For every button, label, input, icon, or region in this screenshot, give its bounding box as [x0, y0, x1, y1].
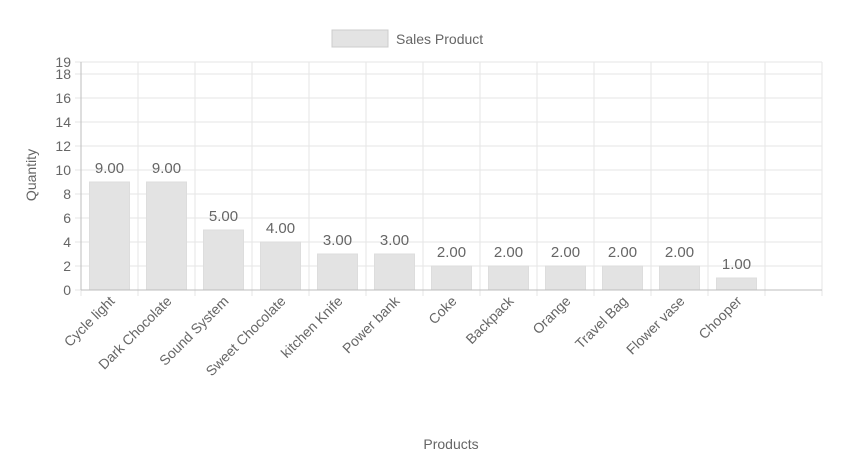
y-tick-label: 4	[63, 234, 71, 250]
x-tick-label: Power bank	[339, 292, 403, 356]
axes	[80, 62, 822, 291]
y-tick-label: 2	[63, 258, 71, 274]
x-tick-label: Orange	[529, 293, 573, 337]
bar	[146, 181, 187, 291]
x-tick-label: Travel Bag	[572, 293, 631, 352]
y-tick-label: 8	[63, 186, 71, 202]
bar	[602, 265, 643, 291]
y-tick-label: 19	[55, 54, 71, 70]
x-tick-label: Flower vase	[623, 293, 688, 358]
x-tick-label: Coke	[425, 293, 460, 328]
bar	[260, 241, 301, 291]
y-tick-label: 6	[63, 210, 71, 226]
data-label: 9.00	[95, 160, 124, 177]
bar	[374, 253, 415, 291]
bar	[716, 277, 757, 291]
y-tick-label: 12	[55, 138, 71, 154]
bar	[317, 253, 358, 291]
y-tick-label: 10	[55, 162, 71, 178]
x-tick-label: Cycle light	[61, 293, 118, 350]
y-axis-title: Quantity	[23, 149, 39, 201]
data-label: 2.00	[437, 244, 466, 261]
bar	[545, 265, 586, 291]
bar	[659, 265, 700, 291]
value-labels: 9.00 9.00 5.00 4.00 3.00 3.00 2.00 2.00 2.00 2.00…	[95, 160, 751, 273]
data-label: 2.00	[608, 244, 637, 261]
x-tick-label: kitchen Knife	[278, 293, 346, 361]
data-label: 2.00	[494, 244, 523, 261]
y-tick-label: 0	[63, 282, 71, 298]
data-label: 5.00	[209, 208, 238, 225]
y-tick-label: 14	[55, 114, 71, 130]
data-label: 2.00	[665, 244, 694, 261]
legend-label: Sales Product	[396, 31, 483, 47]
y-tick-label: 16	[55, 90, 71, 106]
legend[interactable]: Sales Product	[331, 29, 483, 48]
bar	[431, 265, 472, 291]
bar	[488, 265, 529, 291]
legend-swatch	[331, 29, 389, 48]
data-label: 3.00	[380, 232, 409, 249]
data-label: 2.00	[551, 244, 580, 261]
data-label: 3.00	[323, 232, 352, 249]
x-tick-label: Backpack	[462, 292, 517, 347]
x-axis-title: Products	[423, 436, 478, 452]
y-tick-label: 18	[55, 66, 71, 82]
x-tick-label: Chooper	[695, 293, 745, 343]
data-label: 4.00	[266, 220, 295, 237]
bar	[89, 181, 130, 291]
bar	[203, 229, 244, 291]
data-label: 1.00	[722, 256, 751, 273]
data-label: 9.00	[152, 160, 181, 177]
